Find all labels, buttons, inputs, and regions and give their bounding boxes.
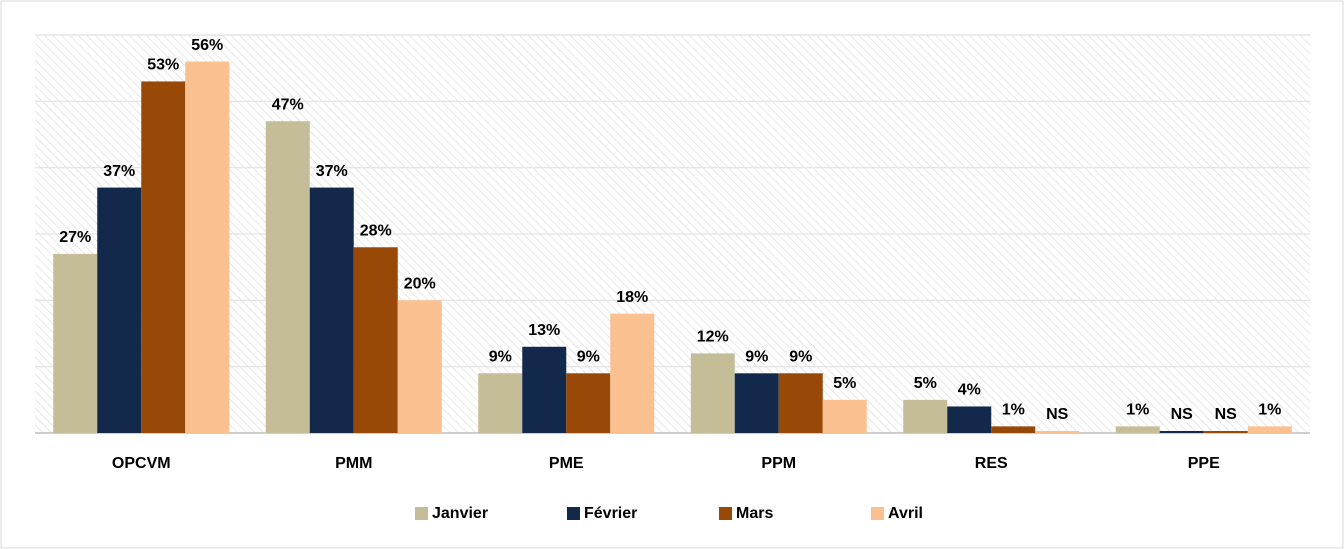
data-label: 9% bbox=[577, 349, 600, 366]
legend-label: Février bbox=[584, 505, 637, 522]
data-label: 1% bbox=[1126, 402, 1149, 419]
data-label: 37% bbox=[316, 163, 348, 180]
bar bbox=[903, 399, 948, 433]
data-label: 1% bbox=[1258, 402, 1281, 419]
x-tick-label: OPCVM bbox=[112, 455, 171, 472]
bar bbox=[991, 426, 1036, 433]
bar bbox=[690, 353, 735, 433]
bar bbox=[265, 121, 310, 433]
bar bbox=[397, 300, 442, 433]
legend-swatch bbox=[415, 507, 428, 520]
x-tick-label: PME bbox=[549, 455, 584, 472]
bar bbox=[309, 187, 354, 433]
legend-label: Mars bbox=[736, 505, 773, 522]
bar bbox=[1115, 426, 1160, 433]
x-tick-label: PPM bbox=[761, 455, 796, 472]
data-label: 28% bbox=[360, 222, 392, 239]
bar bbox=[53, 253, 98, 433]
bar bbox=[566, 373, 611, 433]
x-tick-label: PMM bbox=[335, 455, 372, 472]
data-label: 47% bbox=[272, 96, 304, 113]
data-label: 53% bbox=[147, 57, 179, 74]
data-label: 9% bbox=[789, 349, 812, 366]
bar bbox=[1203, 431, 1248, 433]
bar bbox=[1035, 431, 1080, 433]
data-label: 1% bbox=[1002, 402, 1025, 419]
data-label: 27% bbox=[59, 229, 91, 246]
x-tick-label: RES bbox=[975, 455, 1008, 472]
data-label: 5% bbox=[833, 375, 856, 392]
data-label: 9% bbox=[745, 349, 768, 366]
data-label: 4% bbox=[958, 382, 981, 399]
legend-swatch bbox=[719, 507, 732, 520]
legend-label: Janvier bbox=[432, 505, 488, 522]
bar bbox=[185, 61, 230, 434]
bar bbox=[822, 399, 867, 433]
bar bbox=[478, 373, 523, 433]
data-label: 56% bbox=[191, 37, 223, 54]
legend-label: Avril bbox=[888, 505, 923, 522]
bar bbox=[522, 346, 567, 433]
data-label: 12% bbox=[697, 329, 729, 346]
bar bbox=[141, 81, 186, 433]
legend-swatch bbox=[567, 507, 580, 520]
bar bbox=[778, 373, 823, 433]
bar bbox=[947, 406, 992, 433]
legend-swatch bbox=[871, 507, 884, 520]
data-label: 37% bbox=[103, 163, 135, 180]
bar bbox=[353, 247, 398, 433]
bar bbox=[610, 313, 655, 433]
data-label: 13% bbox=[528, 322, 560, 339]
data-label: 18% bbox=[616, 289, 648, 306]
data-label: 20% bbox=[404, 276, 436, 293]
bar bbox=[1247, 426, 1292, 433]
bar bbox=[97, 187, 142, 433]
bar bbox=[1159, 431, 1204, 433]
data-label: NS bbox=[1046, 406, 1069, 423]
data-label: NS bbox=[1171, 406, 1194, 423]
data-label: 9% bbox=[489, 349, 512, 366]
data-label: 5% bbox=[914, 375, 937, 392]
data-label: NS bbox=[1215, 406, 1238, 423]
bar bbox=[734, 373, 779, 433]
x-tick-label: PPE bbox=[1188, 455, 1220, 472]
